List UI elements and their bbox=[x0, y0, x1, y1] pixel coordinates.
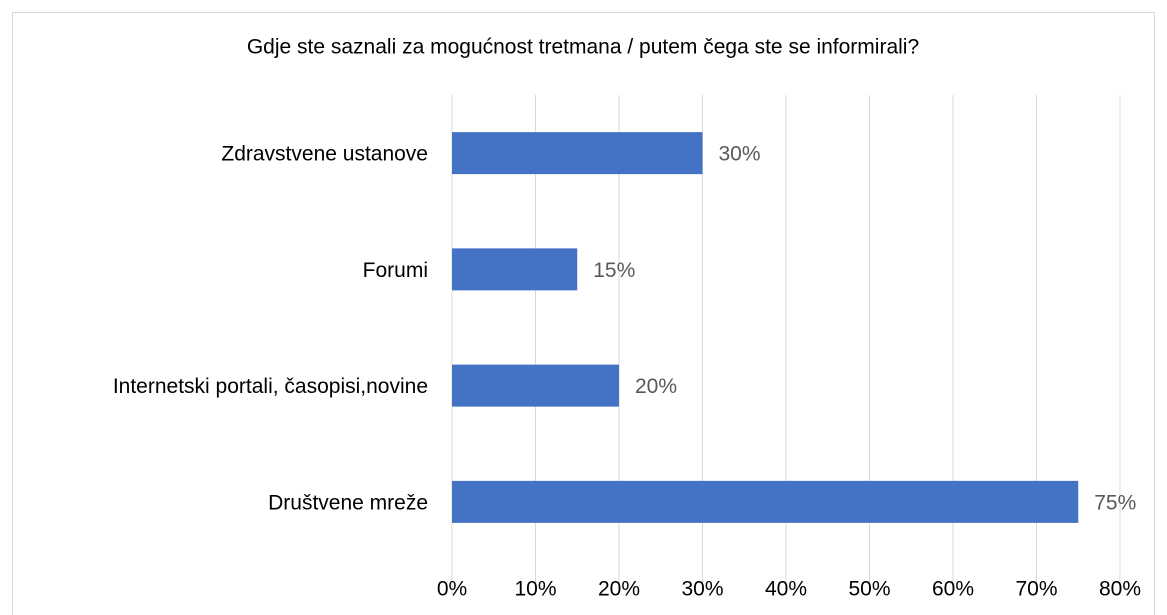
bar bbox=[452, 132, 703, 175]
data-label: 15% bbox=[593, 259, 635, 282]
x-tick-label: 10% bbox=[514, 578, 556, 601]
y-tick-label: Društvene mreže bbox=[268, 491, 428, 514]
data-label: 20% bbox=[635, 375, 677, 398]
x-tick-label: 50% bbox=[848, 578, 890, 601]
bar bbox=[452, 364, 619, 407]
x-tick-label: 20% bbox=[598, 578, 640, 601]
data-label: 30% bbox=[719, 143, 761, 166]
x-tick-label: 0% bbox=[437, 578, 467, 601]
chart-title: Gdje ste saznali za mogućnost tretmana /… bbox=[247, 36, 919, 59]
y-tick-label: Zdravstvene ustanove bbox=[221, 143, 428, 166]
x-tick-label: 70% bbox=[1015, 578, 1057, 601]
bar bbox=[452, 480, 1079, 523]
chart-border bbox=[12, 12, 1155, 615]
y-tick-label: Internetski portali, časopisi,novine bbox=[113, 375, 428, 398]
x-tick-label: 40% bbox=[765, 578, 807, 601]
x-tick-label: 30% bbox=[681, 578, 723, 601]
data-label: 75% bbox=[1094, 491, 1136, 514]
y-tick-label: Forumi bbox=[363, 259, 428, 282]
x-tick-label: 60% bbox=[932, 578, 974, 601]
bar bbox=[452, 248, 578, 291]
x-tick-label: 80% bbox=[1099, 578, 1141, 601]
